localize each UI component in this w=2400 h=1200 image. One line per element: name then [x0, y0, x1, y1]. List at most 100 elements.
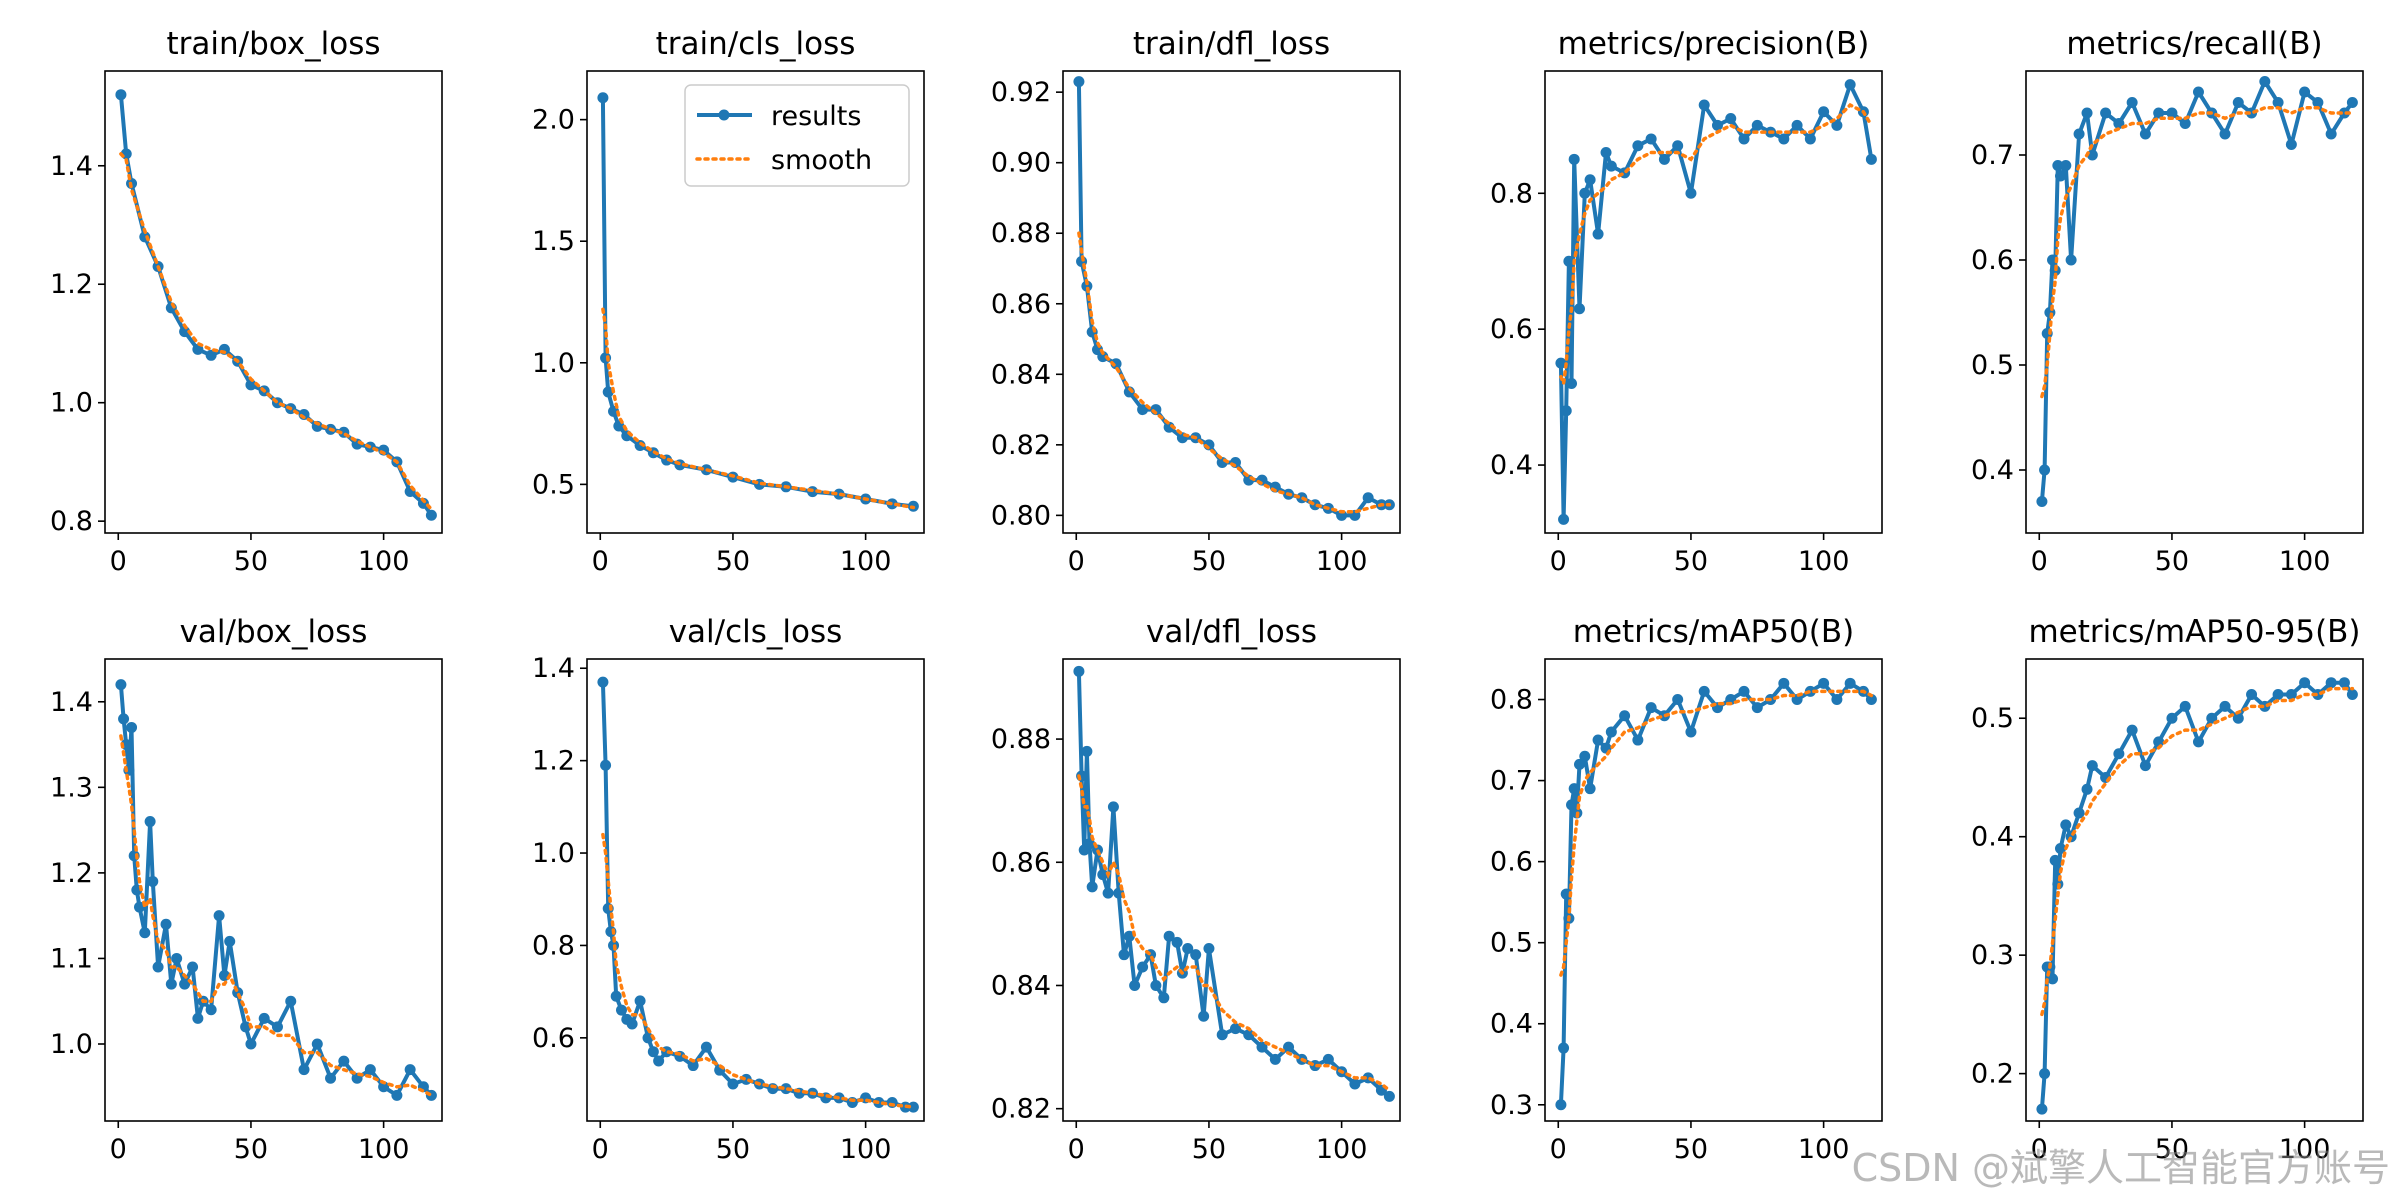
- results-point: [2126, 97, 2138, 108]
- results-point: [1198, 1010, 1210, 1022]
- results-point: [2325, 677, 2337, 689]
- results-point: [700, 1041, 712, 1053]
- results-point: [2338, 677, 2350, 689]
- results-point: [205, 349, 217, 361]
- results-point: [240, 1021, 252, 1033]
- smooth-line: [2040, 106, 2355, 399]
- results-point: [1600, 147, 1612, 159]
- x-tick-label: 0: [1068, 546, 1085, 577]
- results-point: [1738, 685, 1750, 697]
- results-point: [1229, 1023, 1241, 1035]
- results-point: [1831, 694, 1843, 706]
- y-tick-label: 1.4: [50, 151, 93, 182]
- results-point: [325, 1072, 337, 1084]
- results-point: [139, 927, 151, 939]
- y-tick-label: 0.6: [532, 1023, 575, 1054]
- chart-title: val/dfl_loss: [1146, 614, 1317, 650]
- results-point: [1102, 887, 1114, 899]
- results-point: [2179, 118, 2191, 129]
- y-tick-label: 0.2: [1971, 1059, 2014, 1090]
- results-point: [271, 1021, 283, 1033]
- results-point: [597, 676, 609, 688]
- results-point: [1568, 153, 1580, 165]
- results-point: [1081, 745, 1093, 757]
- y-tick-label: 1.2: [50, 269, 93, 300]
- x-tick-label: 100: [1316, 546, 1368, 577]
- results-point: [2036, 496, 2048, 507]
- results-point: [1171, 936, 1183, 948]
- x-tick-label: 0: [592, 546, 609, 577]
- results-point: [1123, 930, 1135, 942]
- panel-val-box-loss: val/box_loss 0 50 100 1.0 1.1 1.2 1.3 1.4: [50, 614, 443, 1165]
- results-point: [2065, 254, 2077, 266]
- results-point: [1818, 106, 1830, 118]
- smooth-line: [1559, 689, 1874, 977]
- y-tick-label: 0.90: [991, 148, 1051, 179]
- axes-frame: [586, 70, 925, 534]
- x-tick-label: 50: [716, 546, 750, 577]
- results-point: [1558, 1042, 1570, 1054]
- results-point: [1645, 702, 1657, 714]
- results-point: [2073, 128, 2085, 140]
- results-point: [2039, 464, 2051, 476]
- results-point: [1584, 174, 1596, 186]
- y-tick-label: 0.8: [1490, 685, 1533, 716]
- results-point: [205, 1004, 217, 1016]
- y-tick-label: 0.84: [991, 970, 1051, 1001]
- results-point: [1150, 979, 1162, 991]
- results-point: [1672, 694, 1684, 706]
- results-point: [2166, 107, 2178, 119]
- y-tick-label: 1.4: [532, 653, 575, 684]
- watermark-text: CSDN @斌擎人工智能官方账号: [1851, 1146, 2390, 1190]
- results-point: [1738, 133, 1750, 145]
- x-tick-label: 50: [2155, 546, 2189, 577]
- smooth-line: [601, 307, 916, 510]
- smooth-line: [119, 734, 434, 1098]
- plot-area: [1555, 79, 1877, 525]
- results-point: [653, 1055, 665, 1067]
- results-point: [378, 1081, 390, 1093]
- results-point: [1573, 303, 1585, 315]
- results-point: [1685, 726, 1697, 738]
- y-tick-label: 1.1: [50, 943, 93, 974]
- results-point: [1751, 119, 1763, 131]
- results-point: [2060, 160, 2072, 171]
- plot-area: [597, 92, 919, 512]
- chart-title: metrics/recall(B): [2066, 26, 2322, 62]
- results-point: [1163, 930, 1175, 942]
- y-tick-label: 0.7: [1490, 766, 1533, 797]
- results-point: [2036, 1103, 2048, 1115]
- results-point: [364, 1064, 376, 1076]
- results-point: [1097, 869, 1109, 881]
- results-point: [1566, 799, 1578, 811]
- results-point: [147, 875, 159, 887]
- panel-val-dfl-loss: val/dfl_loss 0 50 100 0.82 0.84 0.86 0.88: [991, 614, 1401, 1165]
- results-line: [2039, 79, 2354, 502]
- y-tick-label: 1.4: [50, 687, 93, 718]
- results-point: [1658, 153, 1670, 165]
- results-point: [1791, 119, 1803, 131]
- results-point: [1778, 133, 1790, 145]
- results-point: [1672, 140, 1684, 152]
- y-tick-label: 0.5: [532, 469, 575, 500]
- results-point: [2126, 724, 2138, 736]
- x-tick-label: 100: [358, 1134, 410, 1165]
- x-tick-label: 50: [234, 1134, 268, 1165]
- y-tick-label: 2.0: [532, 105, 575, 136]
- chart-title: metrics/mAP50(B): [1573, 614, 1854, 650]
- chart-title: metrics/mAP50-95(B): [2028, 614, 2360, 650]
- x-tick-label: 0: [1550, 546, 1567, 577]
- results-point: [602, 386, 614, 398]
- results-point: [1283, 1041, 1295, 1053]
- results-point: [1560, 405, 1572, 417]
- results-point: [115, 89, 127, 101]
- results-point: [907, 1101, 919, 1113]
- results-point: [1073, 76, 1085, 88]
- axes-frame: [586, 658, 925, 1122]
- results-point: [1349, 1078, 1361, 1090]
- results-point: [2192, 86, 2204, 98]
- x-tick-label: 100: [1798, 546, 1850, 577]
- results-point: [1619, 710, 1631, 722]
- results-point: [179, 326, 191, 338]
- results-point: [187, 961, 199, 973]
